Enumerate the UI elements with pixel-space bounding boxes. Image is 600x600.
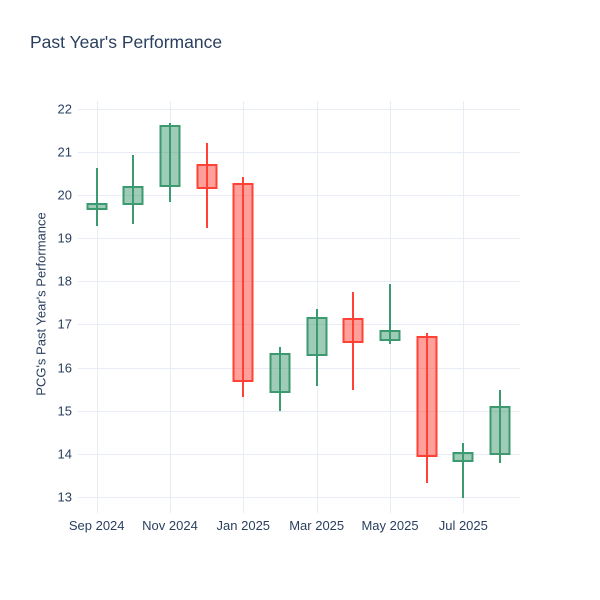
y-gridline — [78, 238, 520, 240]
y-tick-label: 14 — [57, 446, 72, 462]
x-gridline — [463, 101, 465, 513]
y-gridline — [78, 410, 520, 412]
candle-body — [416, 336, 438, 457]
candle-body — [122, 185, 144, 205]
y-gridline — [78, 324, 520, 326]
candle-body — [379, 329, 401, 342]
y-gridline — [78, 281, 520, 283]
x-gridline — [96, 101, 98, 513]
x-tick-label: Mar 2025 — [289, 518, 345, 533]
x-tick-label: May 2025 — [361, 518, 419, 533]
y-tick-label: 13 — [57, 489, 72, 505]
y-gridline — [78, 108, 520, 110]
y-tick-label: 21 — [57, 144, 72, 160]
y-tick-label: 19 — [57, 230, 72, 246]
candle-body — [342, 317, 364, 344]
y-tick-label: 20 — [57, 187, 72, 203]
y-tick-label: 16 — [57, 360, 72, 375]
plot-area — [78, 101, 520, 513]
y-gridline — [78, 151, 520, 153]
candle-body — [86, 203, 108, 210]
y-tick-label: 15 — [57, 403, 72, 419]
candle-body — [306, 317, 328, 357]
x-gridline — [316, 101, 318, 513]
y-tick-label: 17 — [57, 316, 72, 332]
candle-wick — [462, 443, 465, 498]
candle-body — [232, 183, 254, 382]
chart-title: Past Year's Performance — [30, 32, 223, 52]
candle-body — [489, 406, 511, 456]
x-gridline — [170, 101, 171, 513]
x-tick-label: Nov 2024 — [142, 518, 198, 533]
candle-body — [452, 452, 474, 462]
candle-body — [159, 125, 181, 187]
candle-wick — [95, 167, 98, 227]
y-gridline — [78, 453, 520, 455]
x-tick-label: Sep 2024 — [68, 518, 125, 533]
y-gridline — [78, 496, 520, 498]
x-tick-label: Jan 2025 — [216, 518, 271, 533]
candle-body — [196, 163, 218, 189]
x-tick-label: Jul 2025 — [438, 518, 488, 533]
candle-body — [269, 352, 291, 394]
candle-wick — [389, 283, 391, 345]
y-gridline — [78, 367, 520, 369]
y-gridline — [78, 195, 520, 196]
y-tick-label: 18 — [57, 273, 72, 289]
y-tick-label: 22 — [57, 101, 72, 117]
